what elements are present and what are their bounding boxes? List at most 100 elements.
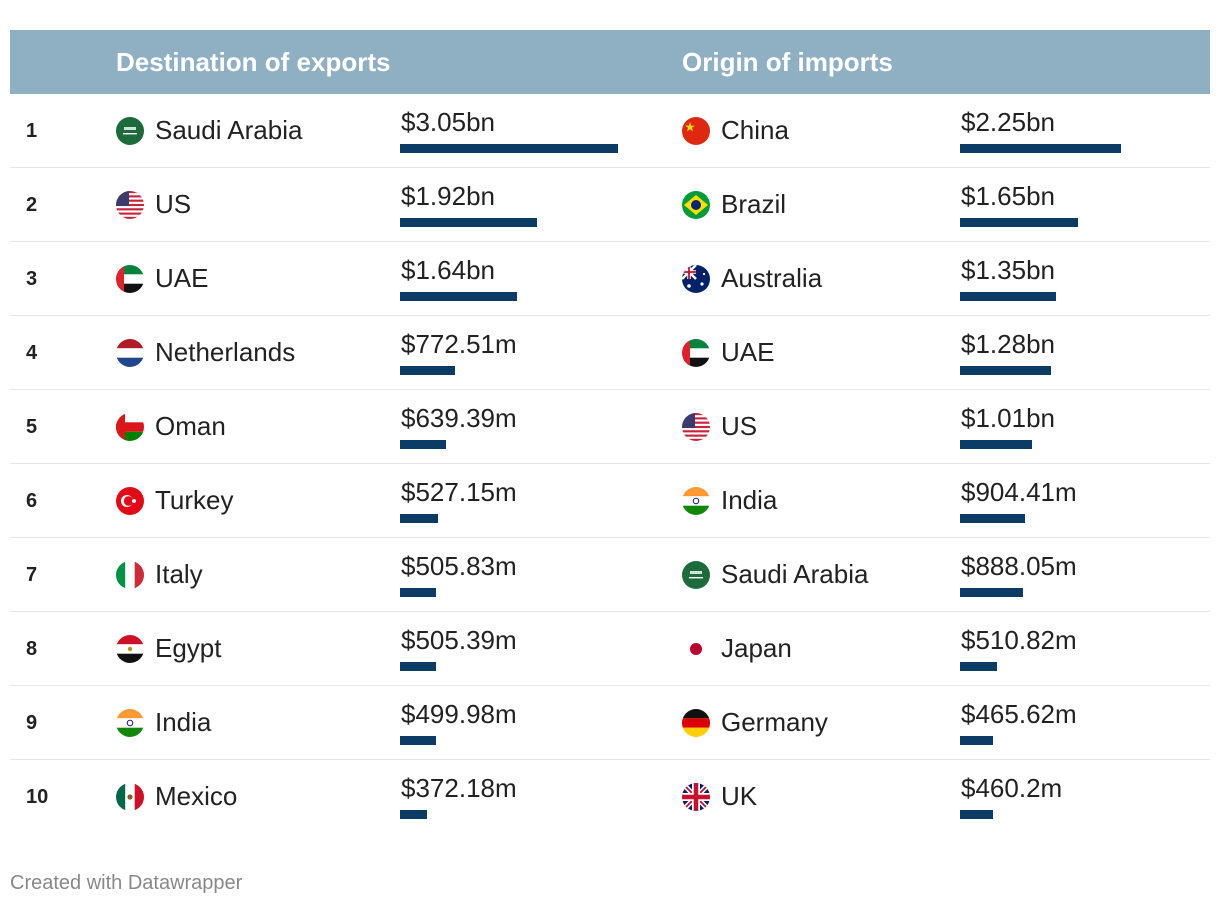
export-bar — [400, 292, 517, 301]
egypt-flag-icon — [116, 635, 144, 663]
export-value-label: $1.64bn — [401, 255, 495, 285]
table-row: 7 Italy $505.83m Saudi Arabia $888.05m — [10, 538, 1210, 612]
import-bar — [960, 736, 993, 745]
import-country: US — [721, 411, 758, 441]
export-bar — [400, 218, 537, 227]
table-row: 10 Mexico $372.18m UK $460.2m — [10, 760, 1210, 834]
table-row: 9 India $499.98m Germany $465.62m — [10, 686, 1210, 760]
uae-flag-icon — [682, 339, 710, 367]
export-country: UAE — [155, 263, 209, 293]
uk-flag-icon — [682, 783, 710, 811]
table-row: 5 Oman $639.39m US $1.01bn — [10, 390, 1210, 464]
import-bar — [960, 144, 1121, 153]
japan-flag-icon — [682, 635, 710, 663]
rank: 1 — [26, 120, 38, 142]
turkey-flag-icon — [116, 487, 144, 515]
import-value-label: $1.35bn — [961, 255, 1055, 285]
export-bar — [400, 736, 436, 745]
import-value-label: $1.28bn — [961, 329, 1055, 359]
table-row: 6 Turkey $527.15m India $904.41m — [10, 464, 1210, 538]
export-value-label: $527.15m — [401, 477, 517, 507]
oman-flag-icon — [116, 413, 144, 441]
rank: 5 — [26, 416, 38, 438]
table-header: Destination of exports Origin of imports — [10, 30, 1210, 94]
saudi-arabia-flag-icon — [682, 561, 710, 589]
export-bar — [400, 440, 446, 449]
import-country: Germany — [721, 707, 828, 737]
exports-header: Destination of exports — [116, 47, 391, 77]
export-country: Saudi Arabia — [155, 115, 303, 145]
rank: 4 — [26, 342, 38, 364]
export-value-label: $499.98m — [401, 699, 517, 729]
table-body: 1 Saudi Arabia $3.05bn China $2.25bn 2 US $1.92… — [10, 94, 1210, 834]
india-flag-icon — [116, 709, 144, 737]
export-value-label: $372.18m — [401, 773, 517, 803]
export-country: Turkey — [155, 485, 234, 515]
import-value-label: $1.65bn — [961, 181, 1055, 211]
import-country: Japan — [721, 633, 792, 663]
export-country: Egypt — [155, 633, 222, 663]
import-bar — [960, 662, 997, 671]
import-value-label: $888.05m — [961, 551, 1077, 581]
export-bar — [400, 144, 618, 153]
export-bar — [400, 366, 455, 375]
export-country: Mexico — [155, 781, 238, 811]
us-flag-icon — [682, 413, 710, 441]
import-bar — [960, 588, 1023, 597]
data-table: Destination of exports Origin of imports… — [10, 30, 1210, 834]
import-country: India — [721, 485, 778, 515]
import-country: Brazil — [721, 189, 787, 219]
saudi-arabia-flag-icon — [116, 117, 144, 145]
export-value-label: $772.51m — [401, 329, 517, 359]
rank: 8 — [26, 638, 38, 660]
export-value-label: $3.05bn — [401, 107, 495, 137]
import-bar — [960, 218, 1078, 227]
import-value-label: $510.82m — [961, 625, 1077, 655]
export-value-label: $505.83m — [401, 551, 517, 581]
export-country: Italy — [155, 559, 203, 589]
netherlands-flag-icon — [116, 339, 144, 367]
export-value-label: $639.39m — [401, 403, 517, 433]
datawrapper-credit: Created with Datawrapper — [10, 872, 243, 894]
import-value-label: $1.01bn — [961, 403, 1055, 433]
rank: 7 — [26, 564, 38, 586]
brazil-flag-icon — [682, 191, 710, 219]
import-bar — [960, 514, 1025, 523]
import-country: Australia — [721, 263, 823, 293]
export-country: US — [155, 189, 192, 219]
italy-flag-icon — [116, 561, 144, 589]
import-bar — [960, 440, 1032, 449]
import-value-label: $904.41m — [961, 477, 1077, 507]
export-bar — [400, 514, 438, 523]
import-country: Saudi Arabia — [721, 559, 869, 589]
import-value-label: $465.62m — [961, 699, 1077, 729]
rank: 9 — [26, 712, 38, 734]
import-bar — [960, 366, 1051, 375]
export-country: Netherlands — [155, 337, 296, 367]
export-bar — [400, 810, 427, 819]
import-bar — [960, 810, 993, 819]
table-row: 8 Egypt $505.39m Japan $510.82m — [10, 612, 1210, 686]
export-value-label: $505.39m — [401, 625, 517, 655]
rank: 3 — [26, 268, 38, 290]
table-row: 3 UAE $1.64bn Australia $1.35bn — [10, 242, 1210, 316]
export-value-label: $1.92bn — [401, 181, 495, 211]
germany-flag-icon — [682, 709, 710, 737]
australia-flag-icon — [682, 265, 710, 293]
import-bar — [960, 292, 1056, 301]
mexico-flag-icon — [116, 783, 144, 811]
import-country: UK — [721, 781, 758, 811]
import-value-label: $460.2m — [961, 773, 1063, 803]
import-country: UAE — [721, 337, 775, 367]
imports-header: Origin of imports — [682, 47, 893, 77]
export-country: India — [155, 707, 212, 737]
china-flag-icon — [682, 117, 710, 145]
export-bar — [400, 588, 436, 597]
table-row: 4 Netherlands $772.51m UAE $1.28bn — [10, 316, 1210, 390]
india-flag-icon — [682, 487, 710, 515]
table-row: 2 US $1.92bn Brazil $1.65bn — [10, 168, 1210, 242]
table-row: 1 Saudi Arabia $3.05bn China $2.25bn — [10, 94, 1210, 168]
us-flag-icon — [116, 191, 144, 219]
rank: 6 — [26, 490, 38, 512]
rank: 10 — [26, 786, 49, 808]
